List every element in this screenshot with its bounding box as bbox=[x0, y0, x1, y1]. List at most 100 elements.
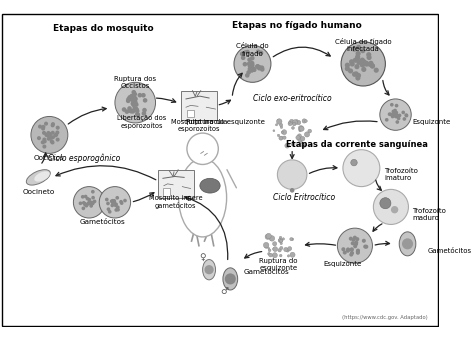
Circle shape bbox=[401, 110, 405, 114]
Circle shape bbox=[129, 94, 134, 98]
Circle shape bbox=[286, 249, 289, 252]
Circle shape bbox=[348, 68, 353, 73]
Circle shape bbox=[362, 239, 366, 243]
Circle shape bbox=[128, 108, 133, 113]
Circle shape bbox=[264, 242, 269, 248]
Circle shape bbox=[133, 96, 137, 100]
Circle shape bbox=[84, 204, 88, 207]
Ellipse shape bbox=[200, 178, 220, 193]
Circle shape bbox=[131, 103, 136, 107]
Circle shape bbox=[246, 70, 251, 75]
Circle shape bbox=[290, 188, 294, 193]
Text: Etapas da corrente sanguínea: Etapas da corrente sanguínea bbox=[286, 140, 428, 149]
Circle shape bbox=[90, 201, 93, 204]
Circle shape bbox=[134, 107, 138, 112]
Circle shape bbox=[349, 253, 353, 257]
Circle shape bbox=[396, 114, 400, 118]
Text: Ruptura do esquizonte: Ruptura do esquizonte bbox=[186, 119, 264, 125]
Circle shape bbox=[355, 56, 360, 62]
Text: Mosquito ingere
gametócitos: Mosquito ingere gametócitos bbox=[149, 195, 203, 209]
Text: Gametócitos: Gametócitos bbox=[428, 248, 472, 254]
Circle shape bbox=[349, 237, 353, 241]
Circle shape bbox=[127, 106, 132, 111]
Circle shape bbox=[356, 237, 359, 241]
Circle shape bbox=[51, 123, 55, 128]
Circle shape bbox=[290, 252, 295, 257]
Circle shape bbox=[268, 248, 270, 249]
Circle shape bbox=[46, 133, 50, 137]
FancyBboxPatch shape bbox=[181, 91, 217, 120]
Text: Oocistos: Oocistos bbox=[34, 155, 65, 161]
Circle shape bbox=[114, 202, 118, 206]
Circle shape bbox=[278, 249, 281, 252]
Circle shape bbox=[356, 60, 362, 65]
Circle shape bbox=[390, 103, 394, 106]
Circle shape bbox=[280, 246, 283, 250]
Circle shape bbox=[55, 126, 60, 130]
Circle shape bbox=[360, 48, 365, 53]
Circle shape bbox=[345, 63, 350, 68]
Circle shape bbox=[115, 196, 119, 200]
Circle shape bbox=[143, 98, 147, 103]
Text: Gametócitos: Gametócitos bbox=[243, 269, 289, 274]
Circle shape bbox=[282, 130, 287, 135]
Circle shape bbox=[380, 198, 391, 209]
Ellipse shape bbox=[202, 259, 216, 280]
Circle shape bbox=[37, 136, 41, 140]
Circle shape bbox=[87, 201, 91, 204]
Circle shape bbox=[116, 208, 120, 211]
Circle shape bbox=[107, 207, 110, 211]
Circle shape bbox=[134, 102, 138, 107]
Circle shape bbox=[111, 199, 115, 203]
Circle shape bbox=[142, 108, 147, 113]
Circle shape bbox=[296, 135, 300, 140]
Circle shape bbox=[245, 73, 249, 78]
Circle shape bbox=[367, 62, 373, 67]
Text: Ruptura dos
Occistos: Ruptura dos Occistos bbox=[114, 76, 156, 89]
Circle shape bbox=[389, 113, 392, 116]
Circle shape bbox=[135, 112, 140, 117]
Circle shape bbox=[370, 63, 375, 68]
Circle shape bbox=[115, 82, 155, 123]
Circle shape bbox=[134, 107, 139, 112]
Circle shape bbox=[356, 251, 360, 255]
Circle shape bbox=[110, 204, 114, 207]
Text: ♀: ♀ bbox=[199, 253, 206, 262]
Circle shape bbox=[41, 126, 45, 131]
Circle shape bbox=[280, 126, 283, 129]
Circle shape bbox=[114, 208, 118, 212]
Circle shape bbox=[392, 110, 395, 114]
Circle shape bbox=[279, 136, 283, 140]
Circle shape bbox=[397, 117, 401, 120]
Circle shape bbox=[81, 195, 84, 199]
FancyBboxPatch shape bbox=[163, 188, 170, 196]
Circle shape bbox=[273, 130, 275, 132]
Circle shape bbox=[84, 195, 88, 198]
Circle shape bbox=[278, 239, 281, 241]
Circle shape bbox=[393, 111, 397, 115]
Circle shape bbox=[273, 248, 275, 250]
Circle shape bbox=[106, 202, 110, 205]
Circle shape bbox=[90, 202, 93, 206]
Circle shape bbox=[46, 132, 50, 136]
Circle shape bbox=[402, 117, 406, 121]
Circle shape bbox=[42, 144, 46, 149]
Circle shape bbox=[292, 126, 294, 129]
Circle shape bbox=[136, 113, 140, 117]
Circle shape bbox=[50, 139, 54, 143]
Circle shape bbox=[394, 111, 398, 115]
Circle shape bbox=[250, 66, 255, 71]
Text: Etapas no fígado humano: Etapas no fígado humano bbox=[232, 21, 362, 30]
Circle shape bbox=[46, 137, 51, 141]
Circle shape bbox=[394, 113, 398, 117]
Circle shape bbox=[51, 131, 55, 135]
Circle shape bbox=[83, 203, 87, 206]
Circle shape bbox=[364, 245, 368, 249]
Circle shape bbox=[91, 190, 95, 193]
Circle shape bbox=[247, 57, 252, 62]
Circle shape bbox=[296, 120, 301, 125]
Circle shape bbox=[352, 238, 356, 242]
Circle shape bbox=[352, 47, 357, 52]
Circle shape bbox=[285, 143, 290, 148]
Circle shape bbox=[393, 114, 397, 118]
